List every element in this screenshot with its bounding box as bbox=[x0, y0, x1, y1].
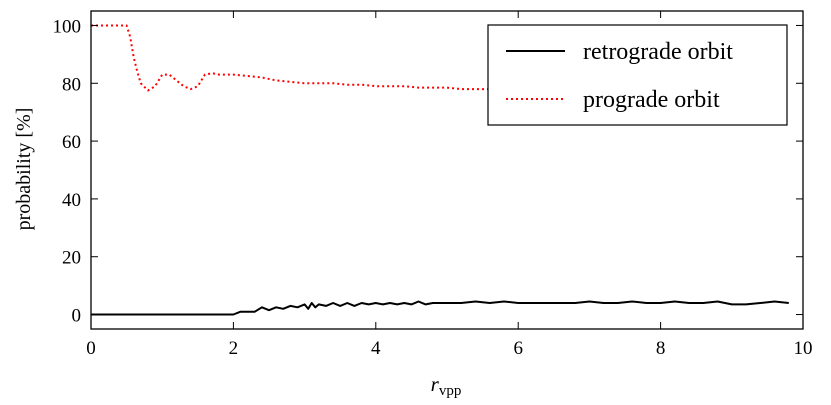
legend-box bbox=[487, 24, 788, 126]
plot-frame bbox=[90, 10, 804, 330]
y-tick-label: 0 bbox=[72, 306, 82, 327]
x-tick-label: 10 bbox=[794, 338, 813, 359]
x-tick-label: 4 bbox=[371, 338, 381, 359]
x-tick-label: 6 bbox=[513, 338, 523, 359]
y-tick-label: 60 bbox=[62, 132, 81, 153]
legend: retrograde orbit prograde orbit bbox=[487, 24, 788, 126]
y-tick-label: 80 bbox=[62, 74, 81, 95]
legend-label-retrograde: retrograde orbit bbox=[583, 39, 733, 65]
x-axis-label-sub: vpp bbox=[439, 383, 462, 399]
y-tick-label: 40 bbox=[62, 190, 81, 211]
x-tick-label: 0 bbox=[86, 338, 96, 359]
series-line-retrograde bbox=[91, 300, 789, 316]
x-tick-label: 8 bbox=[656, 338, 666, 359]
y-tick-label: 100 bbox=[53, 16, 82, 37]
legend-label-prograde: prograde orbit bbox=[583, 87, 720, 113]
x-axis-label-main: r bbox=[431, 372, 440, 396]
plot-lines bbox=[91, 24, 789, 316]
axis-ticks bbox=[90, 11, 804, 329]
x-tick-label: 2 bbox=[229, 338, 239, 359]
series-line-prograde bbox=[91, 24, 497, 92]
y-axis-label: probability [%] bbox=[13, 108, 35, 231]
y-tick-label: 20 bbox=[62, 248, 81, 269]
x-axis-label: rvpp bbox=[431, 372, 462, 399]
